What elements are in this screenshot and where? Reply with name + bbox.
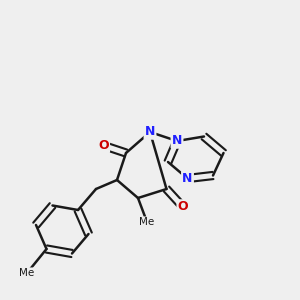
Text: N: N [182, 172, 193, 185]
Text: N: N [172, 134, 182, 148]
Text: O: O [178, 200, 188, 214]
Text: Me: Me [20, 268, 34, 278]
Text: O: O [98, 139, 109, 152]
Text: Me: Me [140, 217, 154, 227]
Text: N: N [145, 125, 155, 139]
